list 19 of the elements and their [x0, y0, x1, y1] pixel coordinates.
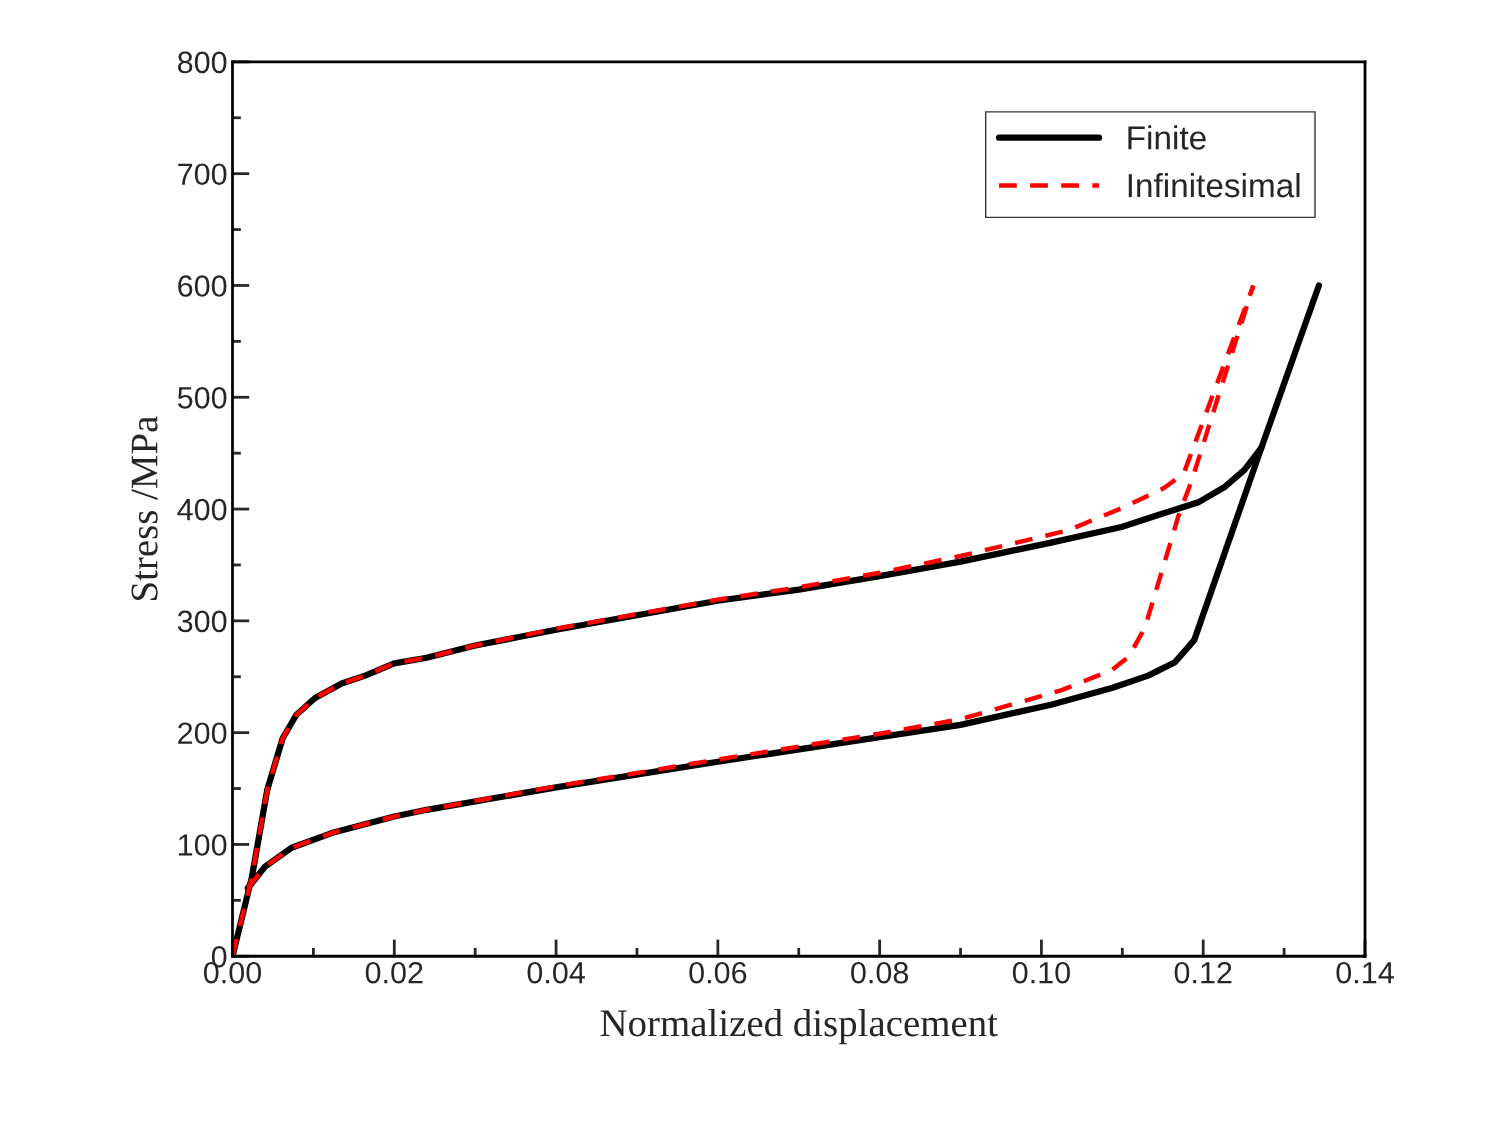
- y-tick-label: 200: [178, 722, 227, 745]
- y-tick-label: 800: [177, 51, 227, 74]
- y-tick-label: 100: [178, 834, 227, 856]
- x-tick-label: 0.10: [1012, 961, 1070, 984]
- x-tick-label: 0.04: [527, 961, 585, 984]
- legend-label: Infinitesimal: [1128, 172, 1300, 198]
- x-tick-label: 0.12: [1174, 961, 1232, 984]
- y-tick-label: 400: [177, 498, 227, 521]
- x-tick-label: 0.08: [851, 961, 909, 984]
- legend-label: Finite: [1128, 125, 1206, 150]
- x-axis-title: Normalized displacement: [600, 1009, 998, 1045]
- x-tick-label: 0.14: [1336, 961, 1394, 984]
- y-tick-label: 300: [177, 610, 227, 633]
- y-axis-title: Stress /MPa: [131, 416, 158, 600]
- y-tick-label: 500: [177, 387, 227, 409]
- x-tick-label: 0.02: [365, 961, 423, 984]
- y-tick-label: 600: [178, 275, 227, 297]
- y-tick-label: 700: [178, 163, 227, 186]
- x-tick-label: 0.06: [689, 961, 747, 984]
